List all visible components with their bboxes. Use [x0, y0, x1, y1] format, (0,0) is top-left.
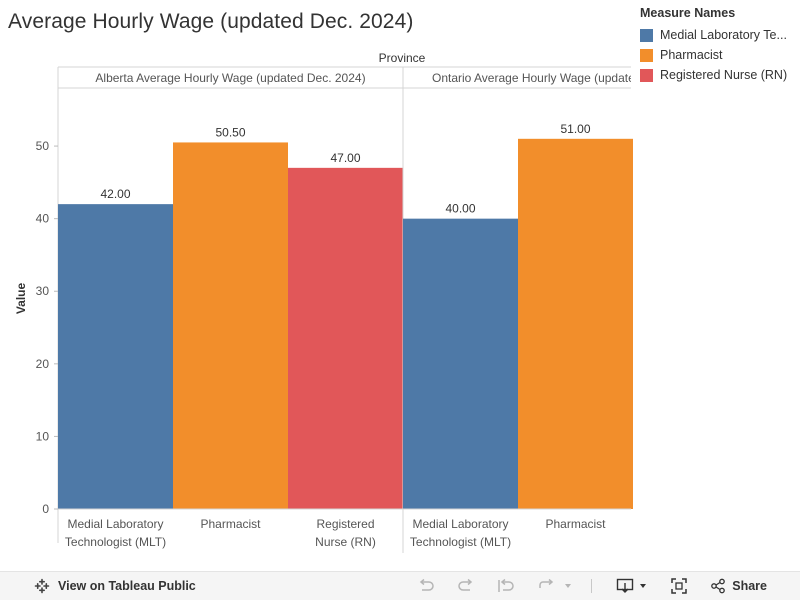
y-tick-label-5: 50 — [36, 139, 50, 153]
bar-1-1 — [518, 138, 633, 509]
view-on-tableau-label: View on Tableau Public — [58, 579, 196, 593]
bar-0-1 — [173, 142, 288, 510]
x-tick-label-0-1: Pharmacist — [200, 517, 261, 531]
share-icon — [710, 578, 726, 594]
y-tick-label-3: 30 — [36, 284, 50, 298]
bar-1-0 — [403, 218, 518, 510]
column-header-province: Province — [379, 51, 426, 65]
bar-value-label-1-0: 40.00 — [445, 202, 475, 216]
x-tick-label-0-0: Medial Laboratory Technologist (MLT) — [65, 517, 166, 549]
x-tick-label-1-0: Medial Laboratory Technologist (MLT) — [410, 517, 511, 549]
view-on-tableau-link[interactable]: View on Tableau Public — [34, 578, 196, 594]
y-tick-label-0: 0 — [42, 502, 49, 516]
bar-value-label-0-0: 42.00 — [100, 187, 130, 201]
x-tick-label-0-2: Registered Nurse (RN) — [315, 517, 376, 549]
bar-value-label-0-1: 50.50 — [215, 125, 245, 139]
y-tick-label-4: 40 — [36, 212, 50, 226]
bar-0-2 — [288, 167, 403, 509]
tableau-logo-icon — [34, 578, 50, 594]
refresh-icon[interactable] — [537, 578, 555, 594]
legend-title: Measure Names — [640, 6, 736, 20]
legend-swatch-pharmacist — [640, 48, 653, 62]
bar-chart: Province 0 10 20 30 40 50 Value Alberta Average … — [14, 51, 640, 553]
bar-value-label-1-1: 51.00 — [560, 122, 590, 136]
undo-icon[interactable] — [417, 578, 435, 594]
legend-label-pharmacist: Pharmacist — [660, 48, 723, 62]
share-label: Share — [732, 579, 767, 593]
panel-header-0: Alberta Average Hourly Wage (updated Dec… — [95, 71, 365, 85]
y-tick-label-2: 20 — [36, 357, 50, 371]
revert-icon[interactable] — [497, 578, 515, 594]
y-tick-label-1: 10 — [36, 429, 50, 443]
bar-value-label-0-2: 47.00 — [330, 151, 360, 165]
toolbar-separator — [591, 579, 593, 593]
download-icon[interactable] — [616, 578, 634, 594]
legend-swatch-mlt — [640, 28, 653, 42]
legend-item-mlt[interactable]: Medial Laboratory Te... — [640, 25, 800, 45]
x-tick-label-1-1: Pharmacist — [545, 517, 606, 531]
legend-label-mlt: Medial Laboratory Te... — [660, 28, 787, 42]
panel-header-1: Ontario Average Hourly Wage (updated Dec… — [432, 71, 640, 85]
legend-swatch-rn — [640, 68, 653, 82]
chart-title: Average Hourly Wage (updated Dec. 2024) — [8, 10, 414, 33]
bar-0-0 — [58, 204, 173, 509]
y-axis-title: Value — [14, 283, 28, 315]
legend-item-rn[interactable]: Registered Nurse (RN) — [640, 65, 800, 85]
legend: Measure Names Medial Laboratory Te... Ph… — [640, 6, 800, 85]
share-button[interactable]: Share — [710, 578, 767, 594]
fullscreen-icon[interactable] — [670, 577, 688, 595]
refresh-dropdown-icon[interactable] — [563, 581, 573, 591]
chart-area: Province 0 10 20 30 40 50 Value Alberta Average … — [0, 45, 640, 560]
footer-toolbar: View on Tableau Public — [0, 571, 800, 600]
legend-label-rn: Registered Nurse (RN) — [660, 68, 788, 82]
legend-item-pharmacist[interactable]: Pharmacist — [640, 45, 800, 65]
redo-icon[interactable] — [457, 578, 475, 594]
download-dropdown-icon[interactable] — [638, 581, 648, 591]
